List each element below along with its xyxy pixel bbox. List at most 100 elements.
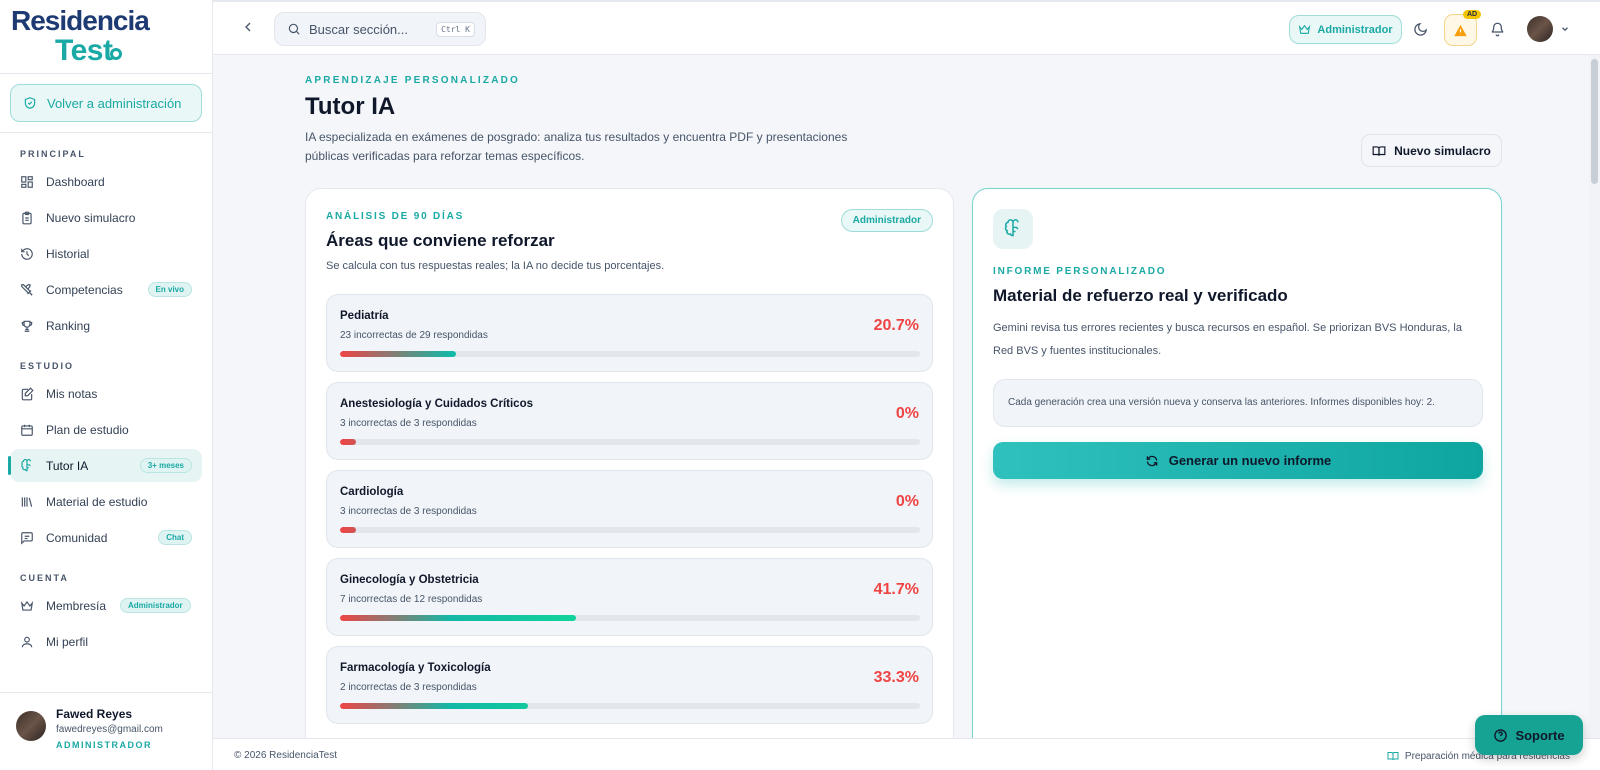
scrollbar-thumb[interactable] <box>1591 59 1598 184</box>
sidebar-item-label: Competencias <box>46 282 123 297</box>
sidebar-item-label: Tutor IA <box>46 458 89 473</box>
grid-icon <box>20 175 34 189</box>
brain-icon <box>993 209 1033 249</box>
book-icon <box>1372 144 1386 158</box>
admin-chip-label: Administrador <box>1317 23 1393 36</box>
back-to-admin-button[interactable]: Volver a administración <box>10 84 202 122</box>
footer-tagline-text: Preparación médica para residencias <box>1404 750 1570 762</box>
sidebar-item-label: Plan de estudio <box>46 422 129 437</box>
topic-name: Cardiología <box>340 486 404 498</box>
topic-name: Pediatría <box>340 310 389 322</box>
sidebar-item-label: Nuevo simulacro <box>46 210 136 225</box>
topic-row[interactable]: Pediatría 23 incorrectas de 29 respondid… <box>326 294 933 372</box>
footer: © 2026 ResidenciaTest Preparación médica… <box>213 738 1600 770</box>
moon-icon[interactable] <box>1413 22 1428 37</box>
bell-icon[interactable] <box>1490 22 1505 37</box>
user-icon <box>20 635 34 649</box>
search-icon <box>287 22 301 36</box>
progress-track <box>340 527 920 533</box>
topic-row[interactable]: Anestesiología y Cuidados Críticos 3 inc… <box>326 382 933 460</box>
role-badge: Administrador <box>840 209 933 232</box>
avatar[interactable] <box>1527 16 1553 42</box>
sidebar-item-label: Mis notas <box>46 386 98 401</box>
generate-report-button[interactable]: Generar un nuevo informe <box>993 442 1483 479</box>
sidebar-item-dashboard[interactable]: Dashboard <box>10 165 202 198</box>
progress-track <box>340 615 920 621</box>
report-title: Material de refuerzo real y verificado <box>993 286 1288 305</box>
topic-count: 23 incorrectas de 29 respondidas <box>340 330 488 341</box>
stethoscope-icon <box>110 48 122 60</box>
sidebar-item-competencias[interactable]: Competencias En vivo <box>10 273 202 306</box>
report-card: INFORME PERSONALIZADO Material de refuer… <box>972 188 1502 738</box>
generate-report-label: Generar un nuevo informe <box>1168 453 1332 468</box>
alert-button[interactable] <box>1444 14 1477 46</box>
topic-count: 7 incorrectas de 12 respondidas <box>340 594 483 605</box>
live-badge: En vivo <box>147 282 192 297</box>
topic-name: Farmacología y Toxicología <box>340 662 491 674</box>
crown-icon <box>1298 23 1311 36</box>
sidebar-item-label: Dashboard <box>46 174 105 189</box>
page-description: IA especializada en exámenes de posgrado… <box>305 130 848 163</box>
analysis-title: Áreas que conviene reforzar <box>326 231 555 250</box>
help-icon <box>1493 728 1508 743</box>
avatar <box>16 711 46 741</box>
chevron-down-icon[interactable] <box>1560 24 1570 34</box>
sidebar-item-mis-notas[interactable]: Mis notas <box>10 377 202 410</box>
topic-name: Anestesiología y Cuidados Críticos <box>340 398 533 410</box>
section-label: PRINCIPAL <box>20 149 86 159</box>
brand-logo[interactable]: Residencia Test <box>0 0 212 74</box>
sidebar-item-membresia[interactable]: Membresía Administrador <box>10 589 202 622</box>
report-note: Cada generación crea una versión nueva y… <box>993 379 1483 427</box>
sidebar: Residencia Test Volver a administración … <box>0 0 213 770</box>
sidebar-item-comunidad[interactable]: Comunidad Chat <box>10 521 202 554</box>
sidebar-item-label: Material de estudio <box>46 494 148 509</box>
search-placeholder: Buscar sección... <box>309 21 408 37</box>
topic-percentage: 20.7% <box>873 317 919 334</box>
topic-percentage: 33.3% <box>873 669 919 686</box>
sidebar-item-material-de-estudio[interactable]: Material de estudio <box>10 485 202 518</box>
brand-line2: Test <box>55 34 113 67</box>
admin-role-chip[interactable]: Administrador <box>1289 15 1402 44</box>
search-input[interactable]: Buscar sección... Ctrl K <box>274 12 486 46</box>
sidebar-item-label: Historial <box>46 246 90 261</box>
sidebar-section-principal: PRINCIPAL Dashboard Nuevo simulacro Hist… <box>0 133 212 342</box>
sidebar-item-label: Ranking <box>46 318 91 333</box>
sidebar-item-tutor-ia[interactable]: Tutor IA 3+ meses <box>8 449 202 482</box>
trophy-icon <box>20 319 34 333</box>
page-title: Tutor IA <box>305 93 396 120</box>
sidebar-item-plan-de-estudio[interactable]: Plan de estudio <box>10 413 202 446</box>
page-eyebrow: APRENDIZAJE PERSONALIZADO <box>305 75 521 86</box>
sidebar-item-historial[interactable]: Historial <box>10 237 202 270</box>
back-to-admin-label: Volver a administración <box>47 95 182 111</box>
shield-icon <box>23 96 37 110</box>
progress-fill <box>340 615 577 621</box>
progress-fill <box>340 527 357 533</box>
user-card[interactable]: Fawed Reyes fawedreyes@gmail.com ADMINIS… <box>0 692 212 770</box>
sidebar-item-ranking[interactable]: Ranking <box>10 309 202 342</box>
topic-row[interactable]: Cardiología 3 incorrectas de 3 respondid… <box>326 470 933 548</box>
progress-fill <box>340 351 456 357</box>
crown-icon <box>20 599 34 613</box>
page-scrollbar[interactable] <box>1589 55 1600 738</box>
refresh-icon <box>1145 454 1159 468</box>
footer-copyright: © 2026 ResidenciaTest <box>234 750 337 761</box>
chevron-left-icon[interactable] <box>240 19 256 35</box>
topic-count: 3 incorrectas de 3 respondidas <box>340 506 477 517</box>
new-simulation-button[interactable]: Nuevo simulacro <box>1361 134 1502 167</box>
section-label: ESTUDIO <box>20 361 75 371</box>
topic-percentage: 0% <box>895 405 919 422</box>
progress-fill <box>340 439 357 445</box>
support-button[interactable]: Soporte <box>1475 715 1583 755</box>
report-description: Gemini revisa tus errores recientes y bu… <box>993 322 1462 357</box>
notes-icon <box>20 386 34 401</box>
topic-row[interactable]: Farmacología y Toxicología 2 incorrectas… <box>326 646 933 724</box>
book-icon <box>1387 750 1399 762</box>
membership-badge: Administrador <box>120 598 191 613</box>
sidebar-item-nuevo-simulacro[interactable]: Nuevo simulacro <box>10 201 202 234</box>
topic-percentage: 41.7% <box>873 581 919 598</box>
sidebar-item-mi-perfil[interactable]: Mi perfil <box>10 625 202 658</box>
search-shortcut: Ctrl K <box>436 22 475 37</box>
new-simulation-label: Nuevo simulacro <box>1394 143 1491 158</box>
topic-row[interactable]: Ginecología y Obstetricia 7 incorrectas … <box>326 558 933 636</box>
user-role: ADMINISTRADOR <box>56 740 152 750</box>
